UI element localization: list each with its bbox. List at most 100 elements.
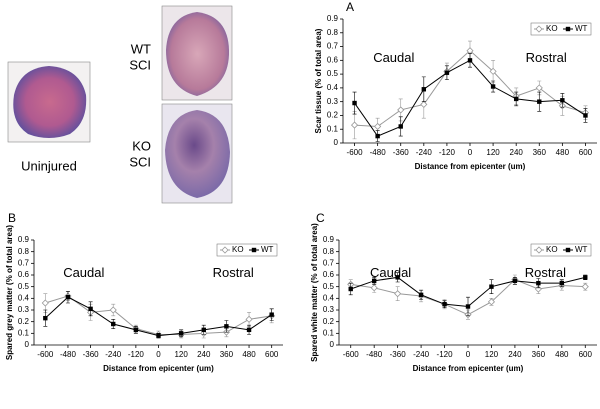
annotation: Rostral bbox=[525, 265, 566, 280]
marker bbox=[490, 84, 496, 89]
marker bbox=[397, 106, 405, 114]
marker bbox=[512, 278, 518, 284]
marker bbox=[350, 121, 359, 129]
legend-marker bbox=[565, 247, 571, 253]
y-tick-label: 0.9 bbox=[327, 14, 339, 23]
marker bbox=[560, 98, 565, 103]
y-tick-label: 0.3 bbox=[18, 305, 30, 314]
y-tick-label: 0.8 bbox=[327, 28, 339, 37]
x-tick-label: -600 bbox=[37, 350, 54, 359]
marker bbox=[583, 275, 588, 280]
marker bbox=[465, 304, 471, 309]
marker bbox=[371, 278, 377, 284]
micrographs bbox=[7, 5, 233, 204]
legend-label: WT bbox=[261, 245, 274, 254]
marker bbox=[133, 327, 139, 333]
y-tick-label: 0.8 bbox=[323, 247, 335, 256]
marker bbox=[581, 283, 589, 291]
y-tick-label: 0 bbox=[334, 138, 339, 147]
x-tick-label: 240 bbox=[510, 148, 524, 157]
y-tick-label: 0.5 bbox=[18, 282, 30, 291]
series-line bbox=[354, 59, 586, 137]
y-tick-label: 0.5 bbox=[323, 282, 335, 291]
x-tick-label: 120 bbox=[174, 350, 188, 359]
x-tick-label: -240 bbox=[416, 148, 433, 157]
x-tick-label: 480 bbox=[242, 350, 256, 359]
marker bbox=[583, 113, 588, 118]
marker bbox=[537, 99, 542, 104]
marker bbox=[421, 87, 427, 92]
x-axis-title: Distance from epicenter (um) bbox=[413, 364, 524, 373]
marker bbox=[88, 306, 93, 312]
x-tick-label: 480 bbox=[555, 350, 569, 359]
annotation: Caudal bbox=[373, 50, 414, 65]
y-tick-label: 0.7 bbox=[18, 258, 30, 267]
marker bbox=[559, 280, 565, 286]
y-tick-label: 0.9 bbox=[323, 235, 335, 244]
y-tick-label: 0.1 bbox=[327, 124, 339, 133]
legend-marker bbox=[565, 26, 571, 32]
x-tick-label: 120 bbox=[486, 148, 500, 157]
marker bbox=[348, 286, 353, 292]
marker bbox=[535, 84, 543, 92]
x-tick-label: 360 bbox=[532, 350, 546, 359]
y-tick-label: 0.6 bbox=[327, 55, 339, 64]
x-tick-label: 240 bbox=[197, 350, 211, 359]
annotation: Rostral bbox=[526, 50, 567, 65]
x-tick-label: -600 bbox=[347, 148, 364, 157]
marker bbox=[65, 294, 71, 300]
marker bbox=[467, 58, 473, 63]
legend-marker bbox=[221, 246, 229, 254]
x-tick-label: -600 bbox=[343, 350, 360, 359]
image-label: WT bbox=[131, 41, 151, 56]
y-tick-label: 0.2 bbox=[18, 317, 30, 326]
y-tick-label: 0.2 bbox=[327, 111, 339, 120]
panel-label: A bbox=[346, 0, 354, 14]
y-tick-label: 0.7 bbox=[323, 258, 335, 267]
marker bbox=[156, 333, 161, 338]
x-tick-label: 0 bbox=[156, 350, 161, 359]
marker bbox=[43, 315, 48, 321]
legend-label: WT bbox=[575, 24, 588, 33]
marker bbox=[224, 324, 229, 329]
marker bbox=[370, 284, 378, 292]
image-label: SCI bbox=[129, 57, 151, 72]
y-tick-label: 0.1 bbox=[323, 328, 335, 337]
y-tick-label: 0.6 bbox=[323, 270, 335, 279]
y-axis-title: Spared grey matter (% of total area) bbox=[5, 225, 14, 360]
x-tick-label: -120 bbox=[437, 350, 454, 359]
marker bbox=[374, 122, 382, 131]
panel-label: C bbox=[316, 211, 325, 225]
legend-box bbox=[530, 243, 592, 257]
marker bbox=[398, 124, 403, 129]
marker bbox=[109, 306, 117, 314]
y-tick-label: 0.4 bbox=[323, 293, 335, 302]
x-tick-label: 0 bbox=[468, 148, 473, 157]
legend-marker bbox=[251, 247, 257, 253]
panel-label: B bbox=[8, 211, 16, 225]
x-tick-label: 360 bbox=[220, 350, 234, 359]
legend-label: KO bbox=[232, 245, 244, 254]
y-tick-label: 0.7 bbox=[327, 42, 339, 51]
y-tick-label: 0.6 bbox=[18, 270, 30, 279]
marker bbox=[41, 299, 49, 307]
y-tick-label: 0.5 bbox=[327, 69, 339, 78]
image-label: SCI bbox=[129, 154, 151, 169]
legend-marker bbox=[535, 25, 543, 33]
wt-section bbox=[166, 12, 230, 96]
x-tick-label: -360 bbox=[393, 148, 410, 157]
marker bbox=[513, 96, 519, 102]
marker bbox=[420, 100, 428, 108]
x-tick-label: -480 bbox=[370, 148, 387, 157]
marker bbox=[394, 290, 402, 298]
marker bbox=[352, 100, 357, 106]
x-tick-label: -480 bbox=[60, 350, 77, 359]
x-tick-label: -480 bbox=[366, 350, 383, 359]
series-line bbox=[44, 296, 272, 337]
marker bbox=[201, 327, 206, 333]
annotation: Rostral bbox=[213, 265, 254, 280]
y-tick-label: 0.3 bbox=[327, 97, 339, 106]
uninjured-section bbox=[13, 66, 87, 138]
marker bbox=[489, 284, 494, 289]
